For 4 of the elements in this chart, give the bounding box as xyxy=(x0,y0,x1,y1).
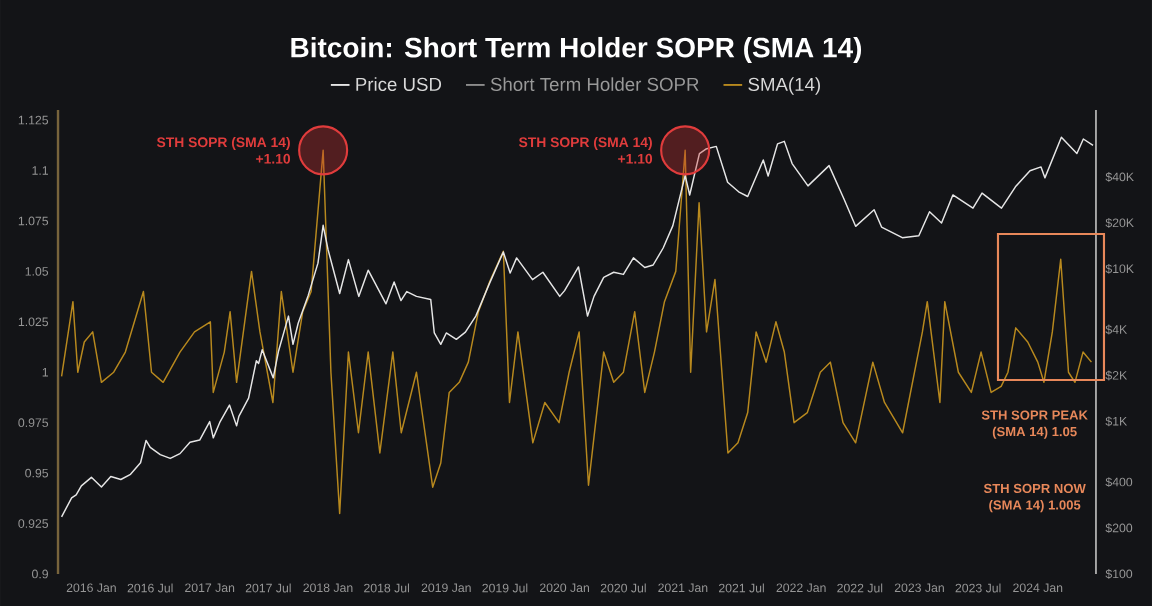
legend-label: Short Term Holder SOPR xyxy=(490,77,699,91)
chart-title: Bitcoin: Short Term Holder SOPR (SMA 14) xyxy=(291,36,862,64)
legend-label: Price USD xyxy=(356,77,442,91)
legend-label: SMA(14) xyxy=(748,77,820,95)
